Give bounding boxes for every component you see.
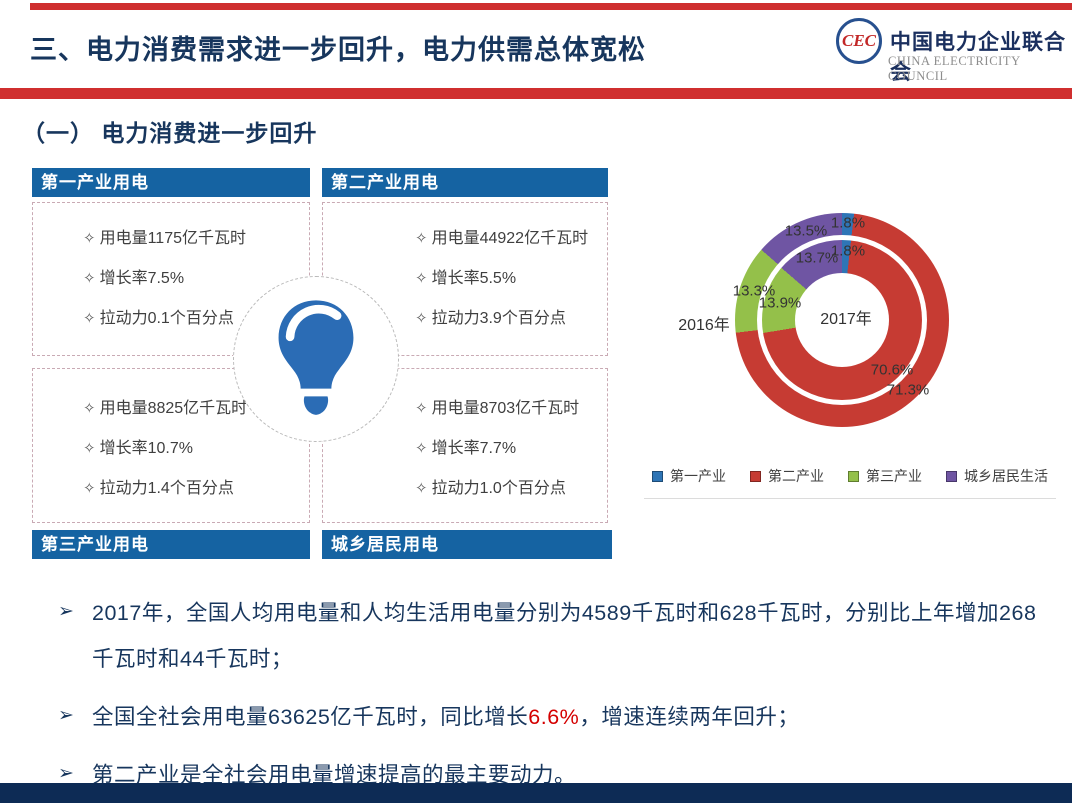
chart-label-outer-first: 1.8% — [830, 214, 866, 232]
panel-item-text: 拉动力0.1个百分点 — [99, 310, 234, 327]
cec-logo-icon: CEC — [836, 18, 882, 64]
diamond-bullet-icon: ✧ — [83, 400, 96, 417]
panel-item: ✧ 拉动力3.9个百分点 — [415, 307, 603, 330]
diamond-bullet-icon: ✧ — [415, 270, 428, 287]
note-item: ➢ 全国全社会用电量63625亿千瓦时，同比增长6.6%，增速连续两年回升； — [58, 694, 1050, 740]
panel-box-residential: ✧ 用电量8703亿千瓦时 ✧ 增长率7.7% ✧ 拉动力1.0个百分点 — [322, 368, 608, 523]
diamond-bullet-icon: ✧ — [83, 480, 96, 497]
panel-header-primary-industry: 第一产业用电 — [32, 168, 310, 197]
red-divider-bar — [0, 88, 1072, 99]
panel-header-tertiary-industry: 第三产业用电 — [32, 530, 310, 559]
legend-item: 第一产业 — [652, 466, 726, 486]
note-text: 全国全社会用电量63625亿千瓦时，同比增长6.6%，增速连续两年回升； — [92, 705, 800, 729]
panel-box-tertiary-industry: ✧ 用电量8825亿千瓦时 ✧ 增长率10.7% ✧ 拉动力1.4个百分点 — [32, 368, 310, 523]
panel-item: ✧ 拉动力1.0个百分点 — [415, 477, 603, 500]
note-text: 2017年，全国人均用电量和人均生活用电量分别为4589千瓦时和628千瓦时，分… — [92, 601, 1037, 671]
diamond-bullet-icon: ✧ — [415, 230, 428, 247]
legend-swatch-icon — [652, 470, 663, 482]
bulb-dashed-circle — [233, 276, 399, 442]
panel-item: ✧ 用电量44922亿千瓦时 — [415, 227, 603, 250]
panel-item-text: 增长率7.7% — [431, 440, 517, 457]
legend-item: 城乡居民生活 — [946, 466, 1048, 486]
panel-item-text: 用电量1175亿千瓦时 — [99, 230, 246, 247]
panel-header-residential: 城乡居民用电 — [322, 530, 612, 559]
legend-item: 第三产业 — [848, 466, 922, 486]
diamond-bullet-icon: ✧ — [415, 480, 428, 497]
panel-header-secondary-industry: 第二产业用电 — [322, 168, 608, 197]
legend-label: 城乡居民生活 — [964, 468, 1048, 484]
panel-item-text: 拉动力1.4个百分点 — [99, 480, 234, 497]
arrow-bullet-icon: ➢ — [58, 705, 74, 726]
chart-bottom-line — [644, 498, 1056, 499]
diamond-bullet-icon: ✧ — [83, 230, 96, 247]
donut-hole — [795, 273, 889, 367]
panel-item-text: 增长率5.5% — [431, 270, 517, 287]
note-item: ➢ 2017年，全国人均用电量和人均生活用电量分别为4589千瓦时和628千瓦时… — [58, 590, 1050, 682]
chart-label-outer-third: 13.3% — [732, 282, 776, 300]
legend-label: 第二产业 — [768, 468, 824, 484]
diamond-bullet-icon: ✧ — [415, 440, 428, 457]
chart-label-year-2016: 2016年 — [678, 317, 730, 334]
panel-box-primary-industry: ✧ 用电量1175亿千瓦时 ✧ 增长率7.5% ✧ 拉动力0.1个百分点 — [32, 202, 310, 356]
panel-item: ✧ 增长率7.5% — [83, 267, 305, 290]
legend-swatch-icon — [750, 470, 761, 482]
chart-label-inner-third: 13.9% — [758, 294, 802, 312]
panel-item-text: 增长率10.7% — [99, 440, 193, 457]
panel-item-text: 用电量8703亿千瓦时 — [431, 400, 580, 417]
panel-item: ✧ 用电量8825亿千瓦时 — [83, 397, 305, 420]
arrow-bullet-icon: ➢ — [58, 601, 74, 622]
panel-item: ✧ 增长率5.5% — [415, 267, 603, 290]
panel-item: ✧ 用电量8703亿千瓦时 — [415, 397, 603, 420]
chart-label-outer-fourth: 13.5% — [784, 222, 828, 240]
panel-item-text: 用电量8825亿千瓦时 — [99, 400, 248, 417]
legend-item: 第二产业 — [750, 466, 824, 486]
cec-logo-monogram: CEC — [841, 31, 877, 50]
diamond-bullet-icon: ✧ — [83, 270, 96, 287]
panel-item-text: 增长率7.5% — [99, 270, 185, 287]
diamond-bullet-icon: ✧ — [83, 440, 96, 457]
note-list: ➢ 2017年，全国人均用电量和人均生活用电量分别为4589千瓦时和628千瓦时… — [58, 590, 1050, 803]
panel-item-text: 拉动力1.0个百分点 — [431, 480, 566, 497]
legend-swatch-icon — [848, 470, 859, 482]
panel-item-text: 拉动力3.9个百分点 — [431, 310, 566, 327]
chart-label-inner-first: 1.8% — [830, 242, 866, 260]
panel-item: ✧ 增长率7.7% — [415, 437, 603, 460]
panel-box-secondary-industry: ✧ 用电量44922亿千瓦时 ✧ 增长率5.5% ✧ 拉动力3.9个百分点 — [322, 202, 608, 356]
highlight-red-value: 6.6% — [528, 705, 580, 729]
panel-item: ✧ 拉动力0.1个百分点 — [83, 307, 305, 330]
legend-swatch-icon — [946, 470, 957, 482]
page-title: 三、电力消费需求进一步回升，电力供需总体宽松 — [30, 35, 646, 65]
light-bulb-icon — [278, 300, 354, 415]
chart-label-inner-fourth: 13.7% — [795, 249, 839, 267]
panel-item-text: 用电量44922亿千瓦时 — [431, 230, 589, 247]
panel-item: ✧ 用电量1175亿千瓦时 — [83, 227, 305, 250]
chart-label-inner-second: 70.6% — [870, 361, 914, 379]
chart-legend: 第一产业 第二产业 第三产业 城乡居民生活 — [640, 466, 1060, 486]
bottom-footer-bar — [0, 783, 1072, 803]
diamond-bullet-icon: ✧ — [83, 310, 96, 327]
legend-label: 第三产业 — [866, 468, 922, 484]
top-accent-bar — [30, 3, 1072, 10]
legend-label: 第一产业 — [670, 468, 726, 484]
section-title: （一） 电力消费进一步回升 — [22, 120, 318, 146]
diamond-bullet-icon: ✧ — [415, 310, 428, 327]
diamond-bullet-icon: ✧ — [415, 400, 428, 417]
donut-chart: 1.8% 13.5% 1.8% 13.7% 13.3% 13.9% 2016年 … — [640, 192, 1060, 502]
chart-label-outer-second: 71.3% — [886, 381, 930, 399]
chart-label-year-2017: 2017年 — [820, 311, 872, 328]
panel-item: ✧ 拉动力1.4个百分点 — [83, 477, 305, 500]
logo-org-name-en: CHINA ELECTRICITY COUNCIL — [888, 54, 1021, 83]
panel-item: ✧ 增长率10.7% — [83, 437, 305, 460]
logo-org-name: 中国电力企业联合会 — [890, 31, 1066, 84]
arrow-bullet-icon: ➢ — [58, 763, 74, 784]
